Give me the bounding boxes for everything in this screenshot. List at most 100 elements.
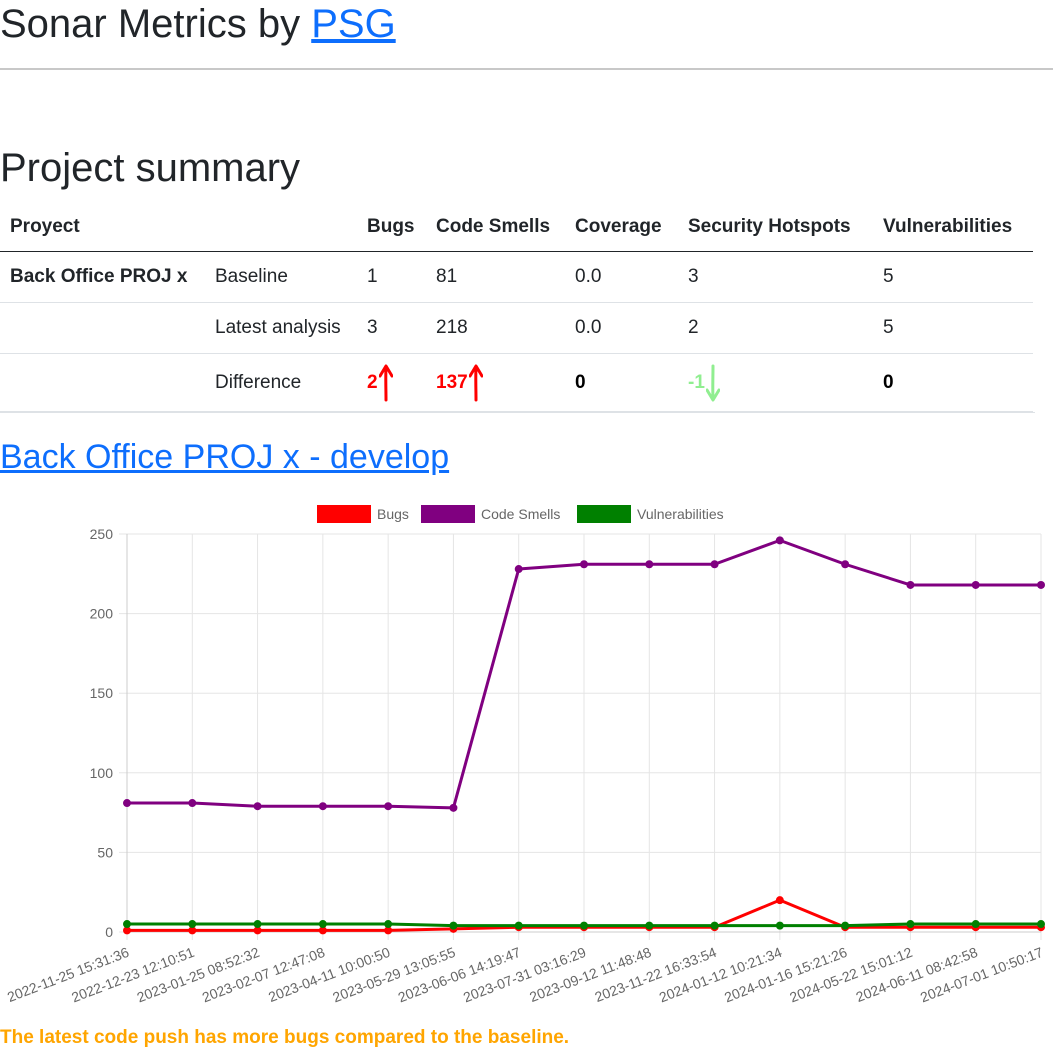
data-point [841,921,850,930]
hotspots-value: 2 [688,302,883,354]
y-tick-label: 200 [90,606,114,622]
data-point [449,803,458,812]
arrow-up-icon [468,364,483,401]
project-name: Back Office PROJ x [0,251,215,303]
column-header-coverage: Coverage [575,203,688,252]
bugs-value: 3 [367,302,436,354]
y-tick-label: 0 [105,924,113,940]
legend-label: Bugs [377,506,409,522]
chart-series [123,536,1045,935]
data-point [318,926,327,935]
y-axis-ticks: 0 50 100 150 200 250 [90,526,114,940]
column-header-bugs: Bugs [367,203,436,252]
bugs-value: 1 [367,251,436,303]
data-point [123,799,131,808]
code-smells-value: 81 [436,251,575,303]
data-point [645,921,654,930]
arrow-up-icon [378,364,393,401]
data-point [123,920,131,929]
legend-swatch [317,505,371,523]
data-point [1037,580,1045,589]
data-point [253,926,262,935]
y-tick-label: 50 [97,844,113,860]
column-header-security-hotspots: Security Hotspots [688,203,883,252]
project-name [0,353,215,412]
y-tick-label: 100 [90,765,114,781]
table-bottom-divider [0,412,1035,413]
project-name [0,302,215,354]
psg-link[interactable]: PSG [311,2,396,46]
data-point [123,926,131,935]
data-point [318,802,327,811]
bugs-warning: The latest code push has more bugs compa… [0,1027,570,1048]
chart-legend: Bugs Code Smells Vulnerabilities [317,505,724,523]
data-point [971,920,980,929]
data-point [318,920,327,929]
table-row-latest: Latest analysis 3 218 0.0 2 5 [0,302,1033,354]
column-header-code-smells: Code Smells [436,203,575,252]
site-title-text: Sonar Metrics by [0,2,312,46]
data-point [384,802,393,811]
hotspots-value: 3 [688,251,883,303]
code-smells-difference: 137 [436,371,468,393]
branch-link[interactable]: Back Office PROJ x - develop [0,438,450,476]
vulnerabilities-difference: 0 [883,371,894,393]
data-point [645,560,654,569]
data-point [775,921,784,930]
y-tick-label: 150 [90,685,114,701]
row-label: Baseline [215,251,367,303]
data-point [580,560,588,569]
data-point [841,560,850,569]
data-point [906,580,915,589]
table-header-row: Proyect Bugs Code Smells Coverage Securi… [0,203,1033,252]
legend-label: Vulnerabilities [637,506,724,522]
data-point [514,565,523,574]
coverage-value: 0.0 [575,302,688,354]
data-point [449,921,458,930]
vulnerabilities-difference-cell: 0 [883,353,1033,412]
column-header-project: Proyect [0,203,215,252]
data-point [580,921,588,930]
data-point [188,926,197,935]
code-smells-difference-cell: 137 [436,353,575,412]
legend-label: Code Smells [481,506,560,522]
coverage-difference: 0 [575,371,586,393]
data-point [514,921,523,930]
vulnerabilities-value: 5 [883,302,1033,354]
row-label: Latest analysis [215,302,367,354]
data-point [253,920,262,929]
row-label: Difference [215,353,367,412]
legend-swatch [421,505,475,523]
data-point [188,920,197,929]
coverage-value: 0.0 [575,251,688,303]
data-point [971,580,980,589]
chart-grid [119,533,1042,940]
column-header-label [215,203,367,252]
code-smells-value: 218 [436,302,575,354]
hotspots-difference: -1 [688,371,705,393]
project-summary-table: Proyect Bugs Code Smells Coverage Securi… [0,203,1033,412]
table-row-difference: Difference 2 137 0 -1 0 [0,353,1033,412]
data-point [1037,920,1045,929]
header-divider [0,68,1053,70]
arrow-down-icon [705,364,720,401]
data-point [775,536,784,545]
data-point [188,799,197,808]
data-point [384,920,393,929]
table-row-baseline: Back Office PROJ x Baseline 1 81 0.0 3 5 [0,251,1033,303]
y-tick-label: 250 [90,526,114,542]
data-point [710,921,719,930]
bugs-difference-cell: 2 [367,353,436,412]
data-point [906,920,915,929]
data-point [253,802,262,811]
bugs-difference: 2 [367,371,378,393]
vulnerabilities-value: 5 [883,251,1033,303]
site-title: Sonar Metrics by PSG [0,0,396,52]
data-point [710,560,719,569]
column-header-vulnerabilities: Vulnerabilities [883,203,1033,252]
data-point [775,896,784,905]
hotspots-difference-cell: -1 [688,353,883,412]
section-title: Project summary [0,146,301,190]
data-point [384,926,393,935]
